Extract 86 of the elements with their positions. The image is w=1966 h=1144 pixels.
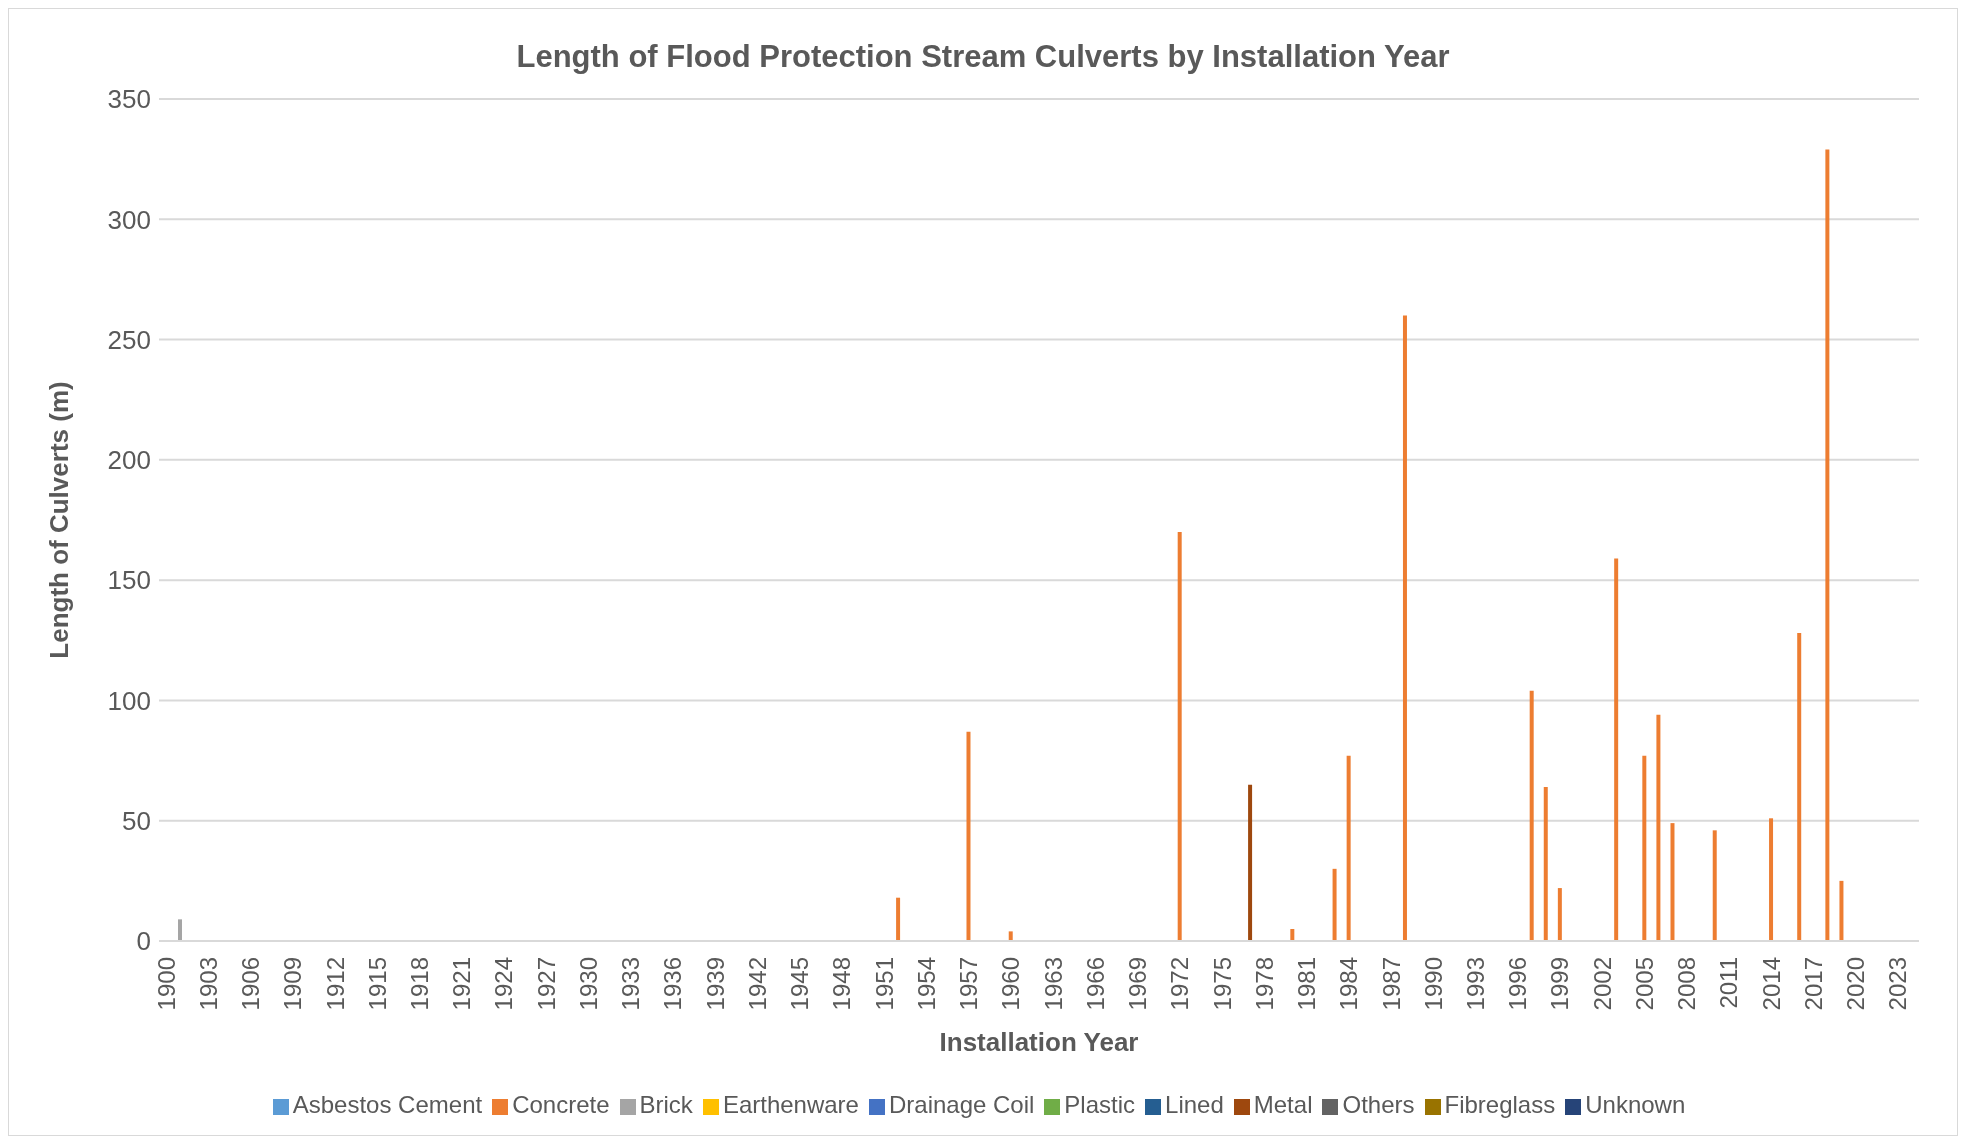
x-tick-label: 1954 <box>912 957 940 1011</box>
bar <box>1656 714 1661 941</box>
x-axis-title: Installation Year <box>939 1027 1139 1057</box>
y-tick-label: 250 <box>107 324 151 355</box>
x-tick-label: 2011 <box>1715 957 1743 1009</box>
x-tick-label: 1948 <box>828 957 856 1011</box>
x-tick-label: 2005 <box>1630 957 1658 1011</box>
bar <box>1769 818 1774 941</box>
x-tick-label: 1963 <box>1039 957 1067 1011</box>
y-tick-label: 150 <box>107 565 151 596</box>
bar <box>1346 755 1351 941</box>
bar <box>1177 532 1182 941</box>
x-tick-label: 1900 <box>152 957 180 1011</box>
x-tick-label: 1975 <box>1208 957 1236 1011</box>
x-tick-label: 2020 <box>1842 957 1870 1011</box>
x-tick-label: 1939 <box>701 957 729 1011</box>
legend-label: Concrete <box>512 1091 610 1118</box>
x-tick-label: 1999 <box>1546 957 1574 1011</box>
legend-label: Unknown <box>1585 1091 1686 1118</box>
y-tick-label: 200 <box>107 445 151 476</box>
x-tick-label: 1990 <box>1419 957 1447 1011</box>
x-tick-label: 1951 <box>870 957 898 1011</box>
x-tick-label: 1924 <box>490 957 518 1011</box>
x-tick-label: 1903 <box>194 957 222 1011</box>
x-tick-label: 1915 <box>363 957 391 1011</box>
x-tick-label: 1972 <box>1166 957 1194 1011</box>
x-tick-label: 1957 <box>955 957 983 1011</box>
y-tick-label: 300 <box>107 204 151 235</box>
legend-label: Metal <box>1253 1091 1313 1118</box>
bar <box>1557 888 1562 941</box>
x-tick-label: 1960 <box>997 957 1025 1011</box>
x-tick-label: 1984 <box>1335 957 1363 1011</box>
y-tick-label: 350 <box>107 84 151 115</box>
y-tick-label: 0 <box>136 926 151 957</box>
bar <box>1543 787 1548 941</box>
x-tick-label: 1969 <box>1124 957 1152 1011</box>
legend-label: Others <box>1342 1091 1415 1118</box>
legend-label: Lined <box>1165 1091 1224 1118</box>
x-tick-label: 1927 <box>532 957 560 1011</box>
x-tick-label: 1987 <box>1377 957 1405 1011</box>
y-tick-label: 50 <box>122 805 151 836</box>
x-tick-label: 1981 <box>1293 957 1321 1011</box>
bar <box>1248 784 1253 941</box>
x-tick-label: 1936 <box>659 957 687 1011</box>
legend-label: Drainage Coil <box>888 1091 1035 1118</box>
x-tick-label: 1909 <box>279 957 307 1011</box>
x-tick-label: 2008 <box>1673 957 1701 1011</box>
bar <box>1614 558 1619 941</box>
legend-label: Fibreglass <box>1444 1091 1556 1118</box>
bar <box>1670 823 1675 941</box>
x-tick-label: 1978 <box>1250 957 1278 1011</box>
x-tick-label: 1945 <box>786 957 814 1011</box>
chart-title: Length of Flood Protection Stream Culverts by Installation Year <box>516 39 1450 74</box>
x-tick-label: 1993 <box>1461 957 1489 1011</box>
x-tick-label: 2023 <box>1884 957 1912 1011</box>
legend-label: Asbestos Cement <box>292 1091 483 1118</box>
x-tick-label: 1921 <box>448 957 476 1011</box>
bar <box>896 897 901 941</box>
x-tick-label: 1966 <box>1081 957 1109 1011</box>
y-axis-title: Length of Culverts (m) <box>44 381 75 659</box>
bar <box>1839 880 1844 941</box>
bar <box>1290 928 1295 941</box>
bar <box>1008 931 1013 941</box>
bar <box>1825 149 1830 941</box>
bar <box>1529 690 1534 941</box>
x-tick-label: 1996 <box>1504 957 1532 1011</box>
bar <box>1332 868 1337 941</box>
y-tick-label: 100 <box>107 685 151 716</box>
legend-label: Earthenware <box>722 1091 859 1118</box>
x-tick-label: 2017 <box>1799 957 1827 1011</box>
x-tick-label: 1912 <box>321 957 349 1011</box>
x-tick-label: 1942 <box>743 957 771 1011</box>
legend-label: Brick <box>639 1091 693 1118</box>
x-tick-label: 2014 <box>1757 957 1785 1011</box>
bar <box>1797 633 1802 941</box>
bar <box>178 919 183 941</box>
bar <box>1402 315 1407 941</box>
x-tick-label: 1933 <box>617 957 645 1011</box>
x-tick-label: 1906 <box>237 957 265 1011</box>
bar <box>966 731 971 941</box>
x-tick-label: 1930 <box>574 957 602 1011</box>
bar <box>1642 755 1647 941</box>
x-tick-label: 1918 <box>405 957 433 1011</box>
bar <box>1712 830 1717 941</box>
legend-label: Plastic <box>1064 1091 1136 1118</box>
x-tick-label: 2002 <box>1588 957 1616 1011</box>
